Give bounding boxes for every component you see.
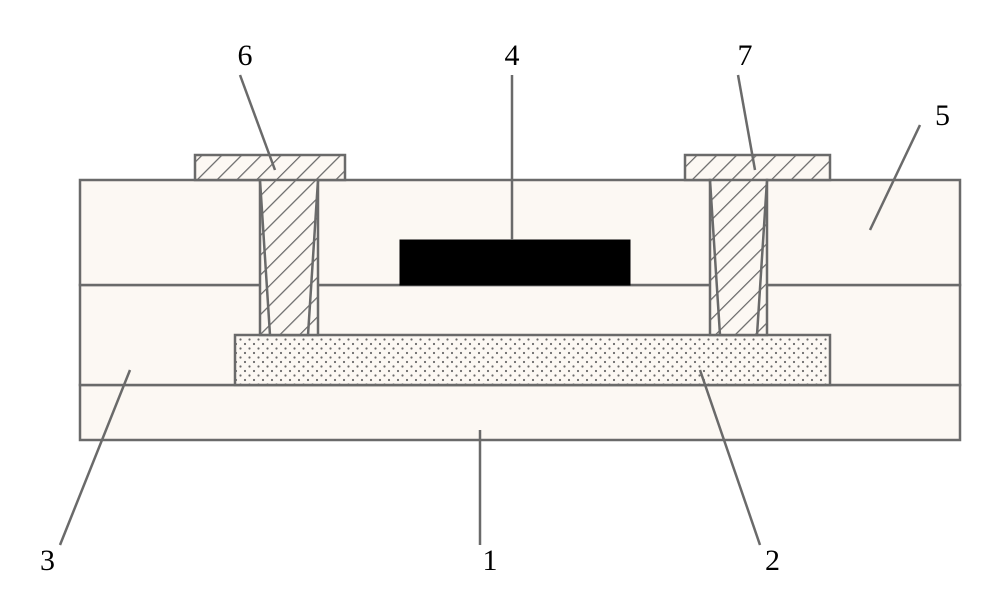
label-7: 7 xyxy=(738,39,753,72)
label-2: 2 xyxy=(765,544,780,577)
electrode-7-taper xyxy=(710,180,767,335)
layer-2-dotted xyxy=(235,335,830,385)
diagram-canvas: 1 2 3 4 5 6 7 xyxy=(0,0,1000,594)
label-1: 1 xyxy=(483,544,498,577)
label-5: 5 xyxy=(935,99,950,132)
layer-4-black xyxy=(400,240,630,285)
label-3: 3 xyxy=(40,544,55,577)
label-6: 6 xyxy=(238,39,253,72)
electrode-6-taper xyxy=(260,180,318,335)
diagram-svg: 1 2 3 4 5 6 7 xyxy=(0,0,1000,594)
layer-1-substrate xyxy=(80,385,960,440)
label-4: 4 xyxy=(505,39,520,72)
